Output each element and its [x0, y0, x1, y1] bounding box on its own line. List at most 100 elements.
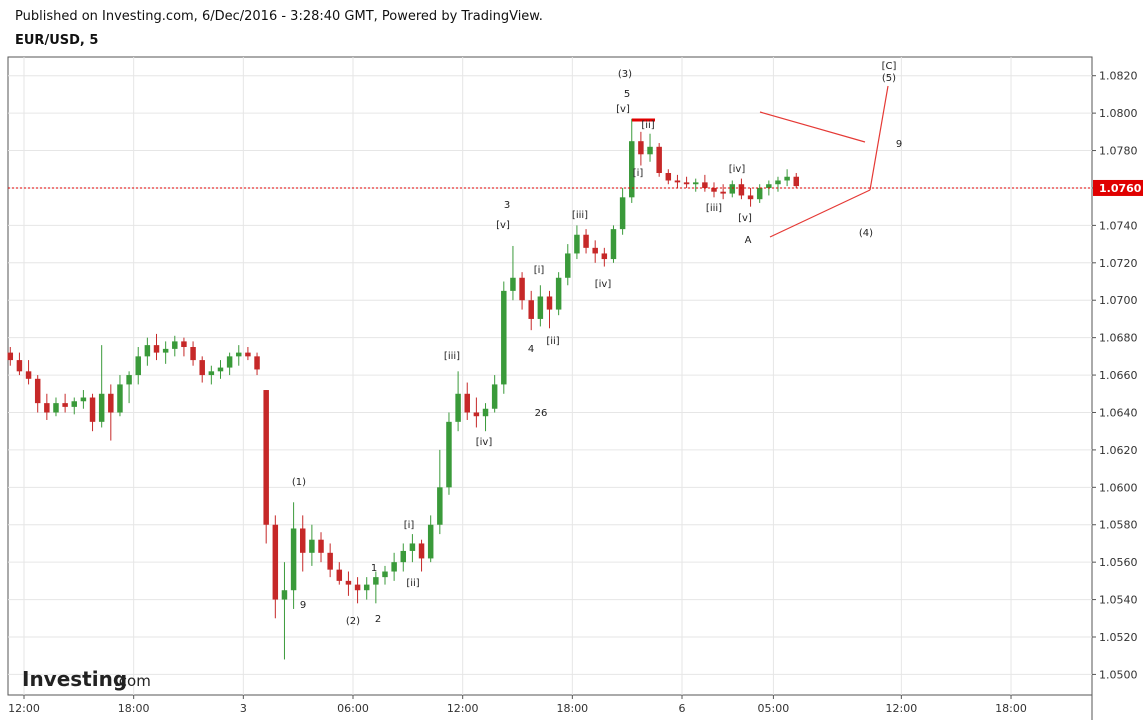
candle-body [34, 378, 41, 404]
candle-body [309, 539, 315, 553]
candle-body [455, 393, 461, 422]
candle-body [327, 552, 333, 570]
candle-body [345, 580, 352, 585]
candle-body [254, 356, 260, 370]
x-tick-label: 12:00 [886, 702, 918, 715]
x-tick-label: 18:00 [118, 702, 150, 715]
candle-body [583, 234, 589, 248]
wave-label: [iv] [729, 164, 746, 175]
x-tick-label: 18:00 [556, 702, 588, 715]
candle-body [53, 403, 59, 413]
y-tick-label: 1.0780 [1099, 145, 1138, 158]
candle-body [44, 403, 50, 413]
wave-label: [v] [738, 213, 752, 224]
candle-body [382, 571, 388, 578]
candle-body [16, 360, 23, 372]
candle-body [775, 180, 781, 185]
candle-body [519, 277, 525, 301]
candle-body [674, 180, 681, 183]
wave-label: 4 [528, 344, 534, 355]
candle-body [793, 176, 799, 187]
wave-label: 9 [300, 600, 306, 611]
candle-body [190, 347, 196, 361]
annotations: (3) 5 [v] [ii] [i] [iv] [iii] [v] A (4) 9 [C](5) 3 [v… [292, 61, 902, 627]
wave-label: [i] [633, 168, 644, 179]
x-tick-label: 18:00 [995, 702, 1027, 715]
wave-label: [v] [496, 220, 510, 231]
candle-body [108, 393, 114, 413]
candle-body [464, 393, 470, 413]
last-price-box [1093, 179, 1143, 196]
candle-body [766, 184, 772, 188]
candle-body [172, 341, 178, 349]
candle-body [199, 360, 205, 376]
wave-label: A [745, 235, 752, 246]
y-tick-label: 1.0680 [1099, 332, 1138, 345]
candle-body [784, 176, 790, 181]
drawings [632, 85, 889, 238]
y-tick-label: 1.0740 [1099, 219, 1138, 232]
wave-label: [i] [534, 265, 545, 276]
candle-body [537, 296, 544, 319]
candle-body [144, 345, 151, 357]
candle-body [692, 182, 699, 185]
candle-body [245, 352, 251, 357]
candle-body [354, 584, 361, 591]
candle-body [729, 184, 736, 194]
candle-body [546, 296, 553, 310]
wave-label: 5 [624, 89, 630, 100]
candle-body [162, 348, 169, 353]
candle-body [98, 393, 105, 422]
trend-line [769, 189, 871, 238]
x-tick-label: 6 [679, 702, 686, 715]
y-tick-label: 1.0520 [1099, 631, 1138, 644]
candle-body [89, 397, 96, 422]
wave-label: (3) [618, 69, 632, 80]
candles [7, 118, 799, 660]
x-tick-label: 12:00 [447, 702, 479, 715]
candle-body [491, 384, 498, 409]
candle-body [71, 401, 78, 407]
y-tick-label: 1.0800 [1099, 107, 1138, 120]
candle-body [299, 528, 306, 553]
candle-body [418, 543, 425, 559]
y-tick-label: 1.0540 [1099, 594, 1138, 607]
candle-body [738, 184, 745, 196]
candle-body [638, 141, 644, 155]
trend-line [759, 111, 866, 143]
wave-label: 1 [371, 563, 377, 574]
y-tick-label: 1.0500 [1099, 668, 1138, 681]
candle-body [135, 356, 141, 376]
candle-body [427, 524, 434, 559]
x-tick-label: 12:00 [8, 702, 40, 715]
candle-body [756, 187, 763, 200]
wave-label: [iv] [476, 437, 493, 448]
candle-body [656, 146, 662, 173]
symbol: EUR/USD, 5 [15, 33, 99, 48]
wave-label: 26 [535, 408, 548, 419]
candle-body [226, 356, 233, 368]
candle-body [409, 543, 416, 551]
y-tick-label: 1.0600 [1099, 481, 1138, 494]
y-tick-label: 1.0700 [1099, 294, 1138, 307]
candle-body [281, 590, 288, 600]
wave-label: (5) [882, 73, 896, 84]
wave-label: (2) [346, 616, 360, 627]
published-note: Published on Investing.com, 6/Dec/2016 -… [15, 9, 543, 24]
trend-line [869, 85, 889, 191]
wave-label: [iii] [706, 203, 722, 214]
wave-label: [i] [404, 520, 415, 531]
candle-body [318, 539, 324, 553]
wave-label: [v] [616, 104, 630, 115]
candle-body [747, 195, 754, 200]
candle-body [62, 403, 68, 407]
candle-body [720, 191, 726, 194]
candle-body [153, 345, 160, 353]
grid [8, 57, 1092, 695]
candle-body [336, 569, 343, 581]
candle-body [711, 187, 717, 192]
logo-suffix: .com [114, 672, 151, 690]
candle-body [528, 300, 534, 319]
